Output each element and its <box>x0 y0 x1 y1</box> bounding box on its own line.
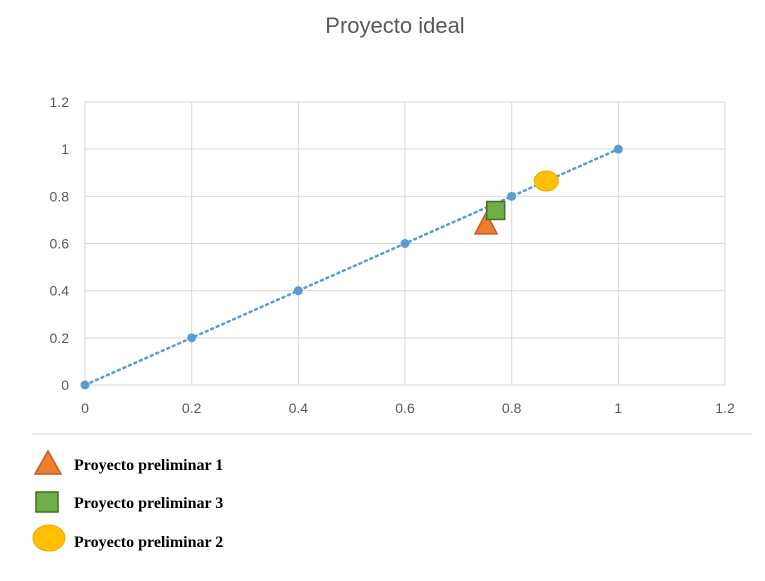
legend-square-icon <box>35 491 59 513</box>
y-tick-label: 0.8 <box>50 188 70 204</box>
data-point <box>80 380 90 390</box>
trendline <box>83 147 620 387</box>
x-tick-label: 0.4 <box>289 400 309 416</box>
legend: Proyecto preliminar 1 Proyecto preliminar… <box>32 449 223 552</box>
x-tick-label: 1.2 <box>715 400 735 416</box>
data-point <box>293 286 303 296</box>
y-tick-label: 0 <box>61 377 69 393</box>
y-tick-label: 0.2 <box>50 330 70 346</box>
x-tick-label: 0.6 <box>395 400 415 416</box>
y-tick-label: 1 <box>61 141 69 157</box>
preliminary-3-point <box>485 200 506 221</box>
chart-title: Proyecto ideal <box>325 13 464 38</box>
tick-labels: 0 0.2 0.4 0.6 0.8 1 1.2 0 0.2 0.4 0.6 0.8 1 1.2 <box>50 94 735 416</box>
legend-ellipse-icon <box>32 524 66 552</box>
data-point <box>507 191 517 201</box>
preliminary-1-point <box>473 211 499 235</box>
x-tick-label: 0 <box>81 400 89 416</box>
x-tick-label: 0.8 <box>502 400 522 416</box>
y-tick-label: 0.6 <box>50 236 70 252</box>
legend-label: Proyecto preliminar 1 <box>74 457 223 474</box>
y-tick-label: 1.2 <box>50 94 70 110</box>
legend-triangle-icon <box>33 449 63 475</box>
legend-label: Proyecto preliminar 2 <box>74 534 223 551</box>
y-tick-label: 0.4 <box>50 283 70 299</box>
legend-label: Proyecto preliminar 3 <box>74 495 223 512</box>
data-marks <box>80 144 623 390</box>
preliminary-2-point <box>533 170 559 192</box>
x-tick-label: 1 <box>614 400 622 416</box>
x-tick-label: 0.2 <box>182 400 202 416</box>
data-point <box>187 333 197 343</box>
data-point <box>613 144 623 154</box>
data-point <box>400 239 410 248</box>
